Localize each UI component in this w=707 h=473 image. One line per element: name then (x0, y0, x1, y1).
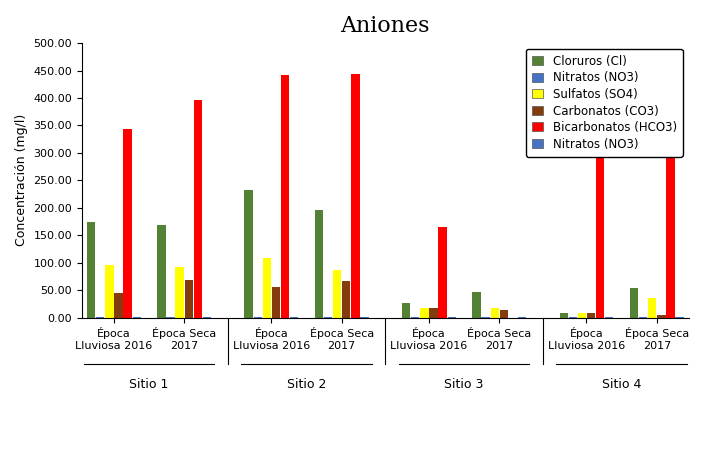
Bar (194, 100, 202, 317)
Bar (245, 190, 253, 317)
Bar (185, 280, 193, 317)
Bar (105, 265, 114, 317)
Bar (648, 298, 656, 317)
Text: Sitio 4: Sitio 4 (602, 378, 641, 391)
Bar (263, 258, 271, 317)
Bar (420, 308, 428, 317)
Bar (657, 315, 665, 317)
Bar (351, 74, 360, 317)
Bar (596, 132, 604, 317)
Bar (175, 267, 184, 317)
Bar (438, 227, 447, 317)
Y-axis label: Concentración (mg/l): Concentración (mg/l) (15, 114, 28, 246)
Bar (124, 129, 132, 317)
Bar (578, 313, 586, 317)
Bar (315, 210, 323, 317)
Bar (587, 313, 595, 317)
Bar (157, 225, 165, 317)
Bar (630, 289, 638, 317)
Bar (342, 281, 351, 317)
Bar (333, 270, 341, 317)
Bar (271, 287, 280, 317)
Bar (472, 292, 481, 317)
Text: Sitio 2: Sitio 2 (287, 378, 327, 391)
Bar (115, 293, 123, 317)
Bar (87, 222, 95, 317)
Bar (281, 76, 289, 317)
Bar (559, 313, 568, 317)
Title: Aniones: Aniones (341, 15, 430, 37)
Text: Sitio 3: Sitio 3 (445, 378, 484, 391)
Text: Sitio 1: Sitio 1 (129, 378, 169, 391)
Bar (666, 146, 674, 317)
Bar (429, 308, 438, 317)
Bar (402, 303, 410, 317)
Legend: Cloruros (Cl), Nitratos (NO3), Sulfatos (SO4), Carbonatos (CO3), Bicarbonatos (H: Cloruros (Cl), Nitratos (NO3), Sulfatos … (525, 49, 683, 157)
Bar (500, 310, 508, 317)
Bar (491, 308, 499, 317)
